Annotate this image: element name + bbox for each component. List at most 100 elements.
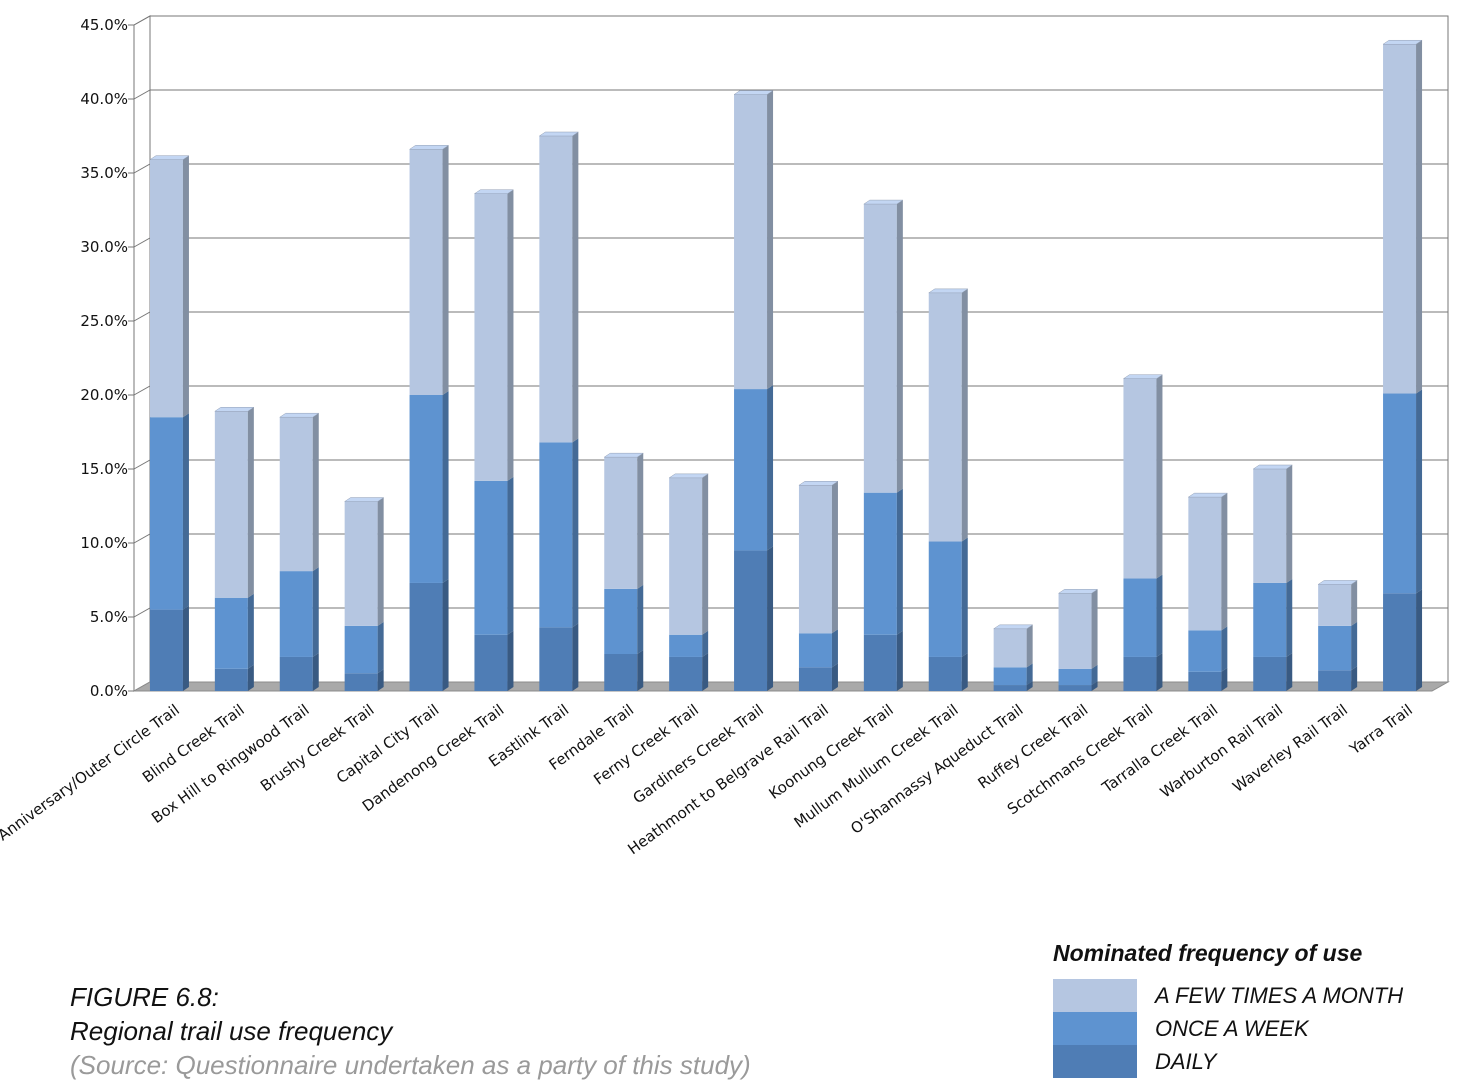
bar-side — [377, 669, 384, 691]
bar-side — [961, 537, 968, 657]
figure-title: Regional trail use frequency — [70, 1016, 393, 1046]
bar-segment — [344, 625, 378, 674]
bar-side — [442, 391, 449, 583]
bar-top — [278, 412, 320, 418]
bar-segment — [539, 627, 573, 691]
bar-side — [1156, 374, 1163, 579]
bar-side — [831, 663, 838, 691]
bar-side — [1416, 589, 1423, 691]
bar-segment — [279, 656, 313, 691]
bar-segment — [1318, 670, 1352, 691]
bar-top — [1122, 374, 1164, 379]
bar-segment — [734, 94, 768, 390]
bar-segment — [1253, 656, 1287, 691]
bar-segment — [279, 571, 313, 657]
bar-segment — [474, 480, 508, 635]
bar-segment — [1123, 578, 1157, 657]
x-category-label: Waverley Rail Trail — [1229, 701, 1351, 796]
bar-side — [312, 652, 319, 691]
bar-side — [507, 630, 514, 691]
bar-segment — [1188, 671, 1222, 691]
bar-segment — [669, 634, 703, 657]
bar-top — [214, 407, 255, 412]
bar-side — [1156, 652, 1163, 691]
bar-top — [538, 131, 580, 137]
bar-top — [798, 481, 839, 486]
bar-side — [507, 189, 514, 481]
bar-segment — [1383, 44, 1417, 394]
bar-side — [312, 413, 319, 572]
y-axis-ticks: 0.0% 5.0% 10.0% 15.0% 20.0% 25.0% 30.0% 35.0% 40… — [80, 16, 134, 700]
bar-side — [637, 584, 644, 654]
bar-segment — [863, 634, 897, 691]
bar-side — [702, 630, 709, 657]
bar-side — [1221, 667, 1228, 691]
bar-side — [377, 621, 384, 674]
bar-side — [1091, 589, 1098, 669]
bar-side — [572, 438, 579, 628]
bar-segment — [993, 685, 1027, 691]
bar-segment — [1253, 582, 1287, 657]
bar-segment — [1318, 584, 1352, 626]
legend-item-few-times-month: A FEW TIMES A MONTH — [1053, 979, 1403, 1012]
bar-segment — [604, 654, 638, 691]
legend-label-daily: DAILY — [1155, 1048, 1217, 1074]
bar-segment — [474, 193, 508, 481]
bar-segment — [1058, 668, 1092, 686]
bar-side — [767, 546, 774, 691]
bar-segment — [149, 609, 183, 691]
bar-side — [831, 629, 838, 668]
bar-segment — [993, 628, 1027, 668]
bar-segment — [539, 136, 573, 443]
bar-side — [637, 650, 644, 691]
legend-item-daily: DAILY — [1053, 1045, 1403, 1078]
bar-segment — [539, 442, 573, 628]
bar-top — [1382, 39, 1423, 45]
bar-segment — [409, 582, 443, 691]
bar-segment — [604, 588, 638, 654]
bar-side — [377, 497, 384, 626]
bar-segment — [669, 656, 703, 691]
bar-top — [1057, 589, 1099, 594]
legend: Nominated frequency of use A FEW TIMES A… — [1053, 940, 1403, 1078]
bar-side — [1221, 626, 1228, 672]
bar-side — [1416, 40, 1423, 394]
bar-top — [343, 497, 385, 502]
bar-segment — [1188, 497, 1222, 631]
bar-side — [1286, 652, 1293, 691]
bar-side — [1351, 580, 1358, 626]
y-tick-label: 10.0% — [80, 534, 128, 552]
figure-number: FIGURE 6.8: — [70, 982, 219, 1012]
legend-title: Nominated frequency of use — [1053, 940, 1363, 966]
bar-side — [1026, 663, 1033, 686]
bar-segment — [1123, 378, 1157, 579]
bar-segment — [798, 633, 832, 668]
bar-side — [637, 453, 644, 589]
y-tick-label: 35.0% — [80, 164, 128, 182]
bar-segment — [863, 492, 897, 635]
figure-source: (Source: Questionnaire undertaken as a p… — [70, 1050, 751, 1080]
x-category-label: Tarralla Creek Trail — [1098, 701, 1221, 797]
x-category-label: Warburton Rail Trail — [1157, 701, 1286, 802]
legend-label-few-times-month: A FEW TIMES A MONTH — [1155, 982, 1404, 1008]
bar-side — [1351, 621, 1358, 671]
bar-side — [1156, 574, 1163, 657]
bar-side — [182, 155, 189, 418]
plot-area — [132, 15, 1450, 692]
bar-segment — [993, 667, 1027, 686]
legend-swatch-few-times-month — [1053, 979, 1137, 1012]
bar-side — [442, 145, 449, 395]
bar-segment — [279, 417, 313, 572]
y-tick-label: 20.0% — [80, 386, 128, 404]
y-tick-label: 15.0% — [80, 460, 128, 478]
bar-side — [831, 481, 838, 634]
bar-segment — [1058, 685, 1092, 691]
bar-segment — [344, 673, 378, 691]
bar-top — [473, 189, 515, 194]
bar-segment — [1383, 593, 1417, 691]
bar-segment — [1318, 625, 1352, 671]
bar-side — [767, 90, 774, 390]
bar-top — [408, 145, 450, 150]
gridline — [133, 89, 1448, 100]
